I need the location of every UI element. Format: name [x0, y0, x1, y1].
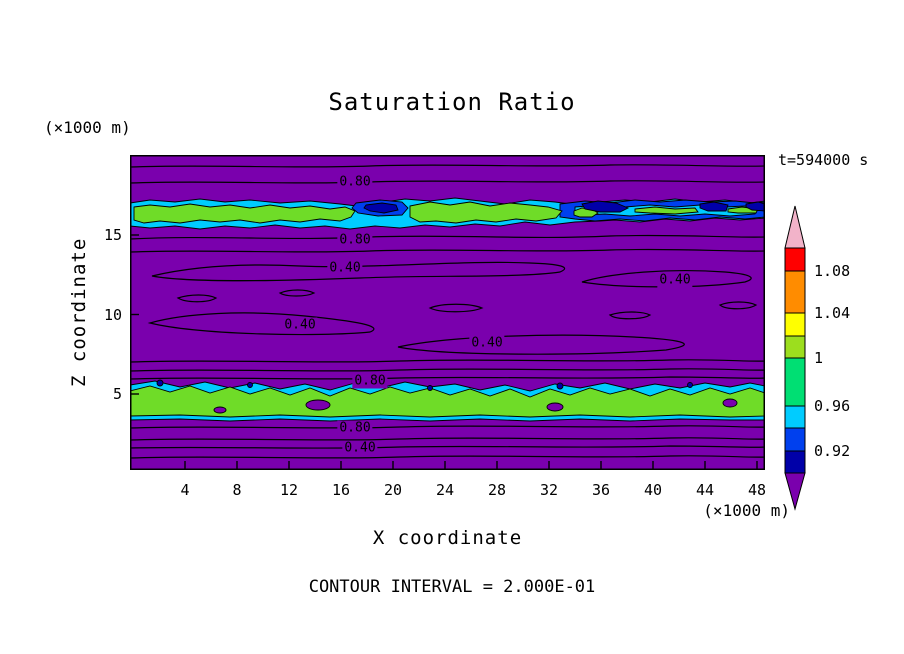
x-tick-label: 12	[279, 481, 299, 499]
lower-band-darkblue-speck	[556, 382, 564, 390]
x-tick-label: 40	[643, 481, 663, 499]
upper-band-darkblue-3	[745, 201, 765, 212]
colorbar-segment	[784, 247, 806, 272]
lower-band-darkblue-speck	[427, 385, 433, 391]
lower-band-darkblue-speck	[156, 379, 164, 387]
contour-interval-note: CONTOUR INTERVAL = 2.000E-01	[308, 577, 596, 597]
colorbar-tick-label: 0.92	[814, 442, 850, 460]
upper-band-darkblue-mid	[363, 202, 399, 214]
y-tick-label: 15	[103, 226, 122, 244]
colorbar-segment	[784, 312, 806, 337]
lower-band-hole	[213, 406, 227, 414]
y-tick-label: 5	[112, 385, 122, 403]
upper-band-darkblue-2	[699, 201, 729, 212]
lower-band-green	[130, 385, 765, 418]
upper-band-green-4	[634, 206, 699, 215]
x-tick-label: 48	[747, 481, 767, 499]
x-tick-label: 32	[539, 481, 559, 499]
colorbar-bottom-arrow	[784, 472, 806, 511]
plot-frame	[130, 155, 765, 470]
x-tick-label: 44	[695, 481, 715, 499]
lower-band-hole	[305, 399, 331, 411]
axis-tick-marks	[131, 234, 758, 469]
x-tick-label: 4	[180, 481, 190, 499]
colorbar-segment	[784, 357, 806, 407]
timestamp-label: t=594000 s	[778, 151, 869, 169]
upper-band-green-1	[133, 203, 356, 224]
x-tick-label: 28	[487, 481, 507, 499]
x-tick-label: 36	[591, 481, 611, 499]
x-tick-label: 24	[435, 481, 455, 499]
lower-band-hole	[546, 402, 564, 412]
upper-band-green-2	[409, 201, 563, 224]
x-tick-label: 16	[331, 481, 351, 499]
upper-band-darkblue-1	[581, 200, 630, 213]
colorbar-segment	[784, 450, 806, 474]
colorbar-tick-label: 1.04	[814, 304, 850, 322]
contour-lines	[130, 164, 765, 459]
lower-band-hole	[722, 398, 738, 408]
colorbar-segment	[784, 427, 806, 452]
colorbar-tick-label: 1.08	[814, 262, 850, 280]
lower-band-darkblue-speck	[247, 382, 253, 388]
colorbar-segment	[784, 270, 806, 314]
x-axis-unit: (×1000 m)	[703, 501, 790, 520]
x-tick-label: 8	[232, 481, 242, 499]
page-title: Saturation Ratio	[328, 88, 576, 116]
plot-area	[130, 155, 765, 470]
colorbar-segment	[784, 335, 806, 359]
colorbar-segment	[784, 405, 806, 429]
colorbar-top-arrow	[784, 205, 806, 249]
colorbar: 1.08 1.04 1 0.96 0.92	[784, 205, 850, 511]
lower-cloud-band	[130, 379, 765, 422]
y-axis-unit: (×1000 m)	[44, 118, 131, 137]
x-tick-label: 20	[383, 481, 403, 499]
colorbar-tick-label: 0.96	[814, 397, 850, 415]
upper-cloud-band	[130, 197, 765, 230]
colorbar-tick-label: 1	[814, 349, 823, 367]
y-tick-label: 10	[103, 305, 122, 324]
x-axis-title: X coordinate	[372, 527, 523, 549]
lower-band-darkblue-speck	[687, 382, 693, 388]
